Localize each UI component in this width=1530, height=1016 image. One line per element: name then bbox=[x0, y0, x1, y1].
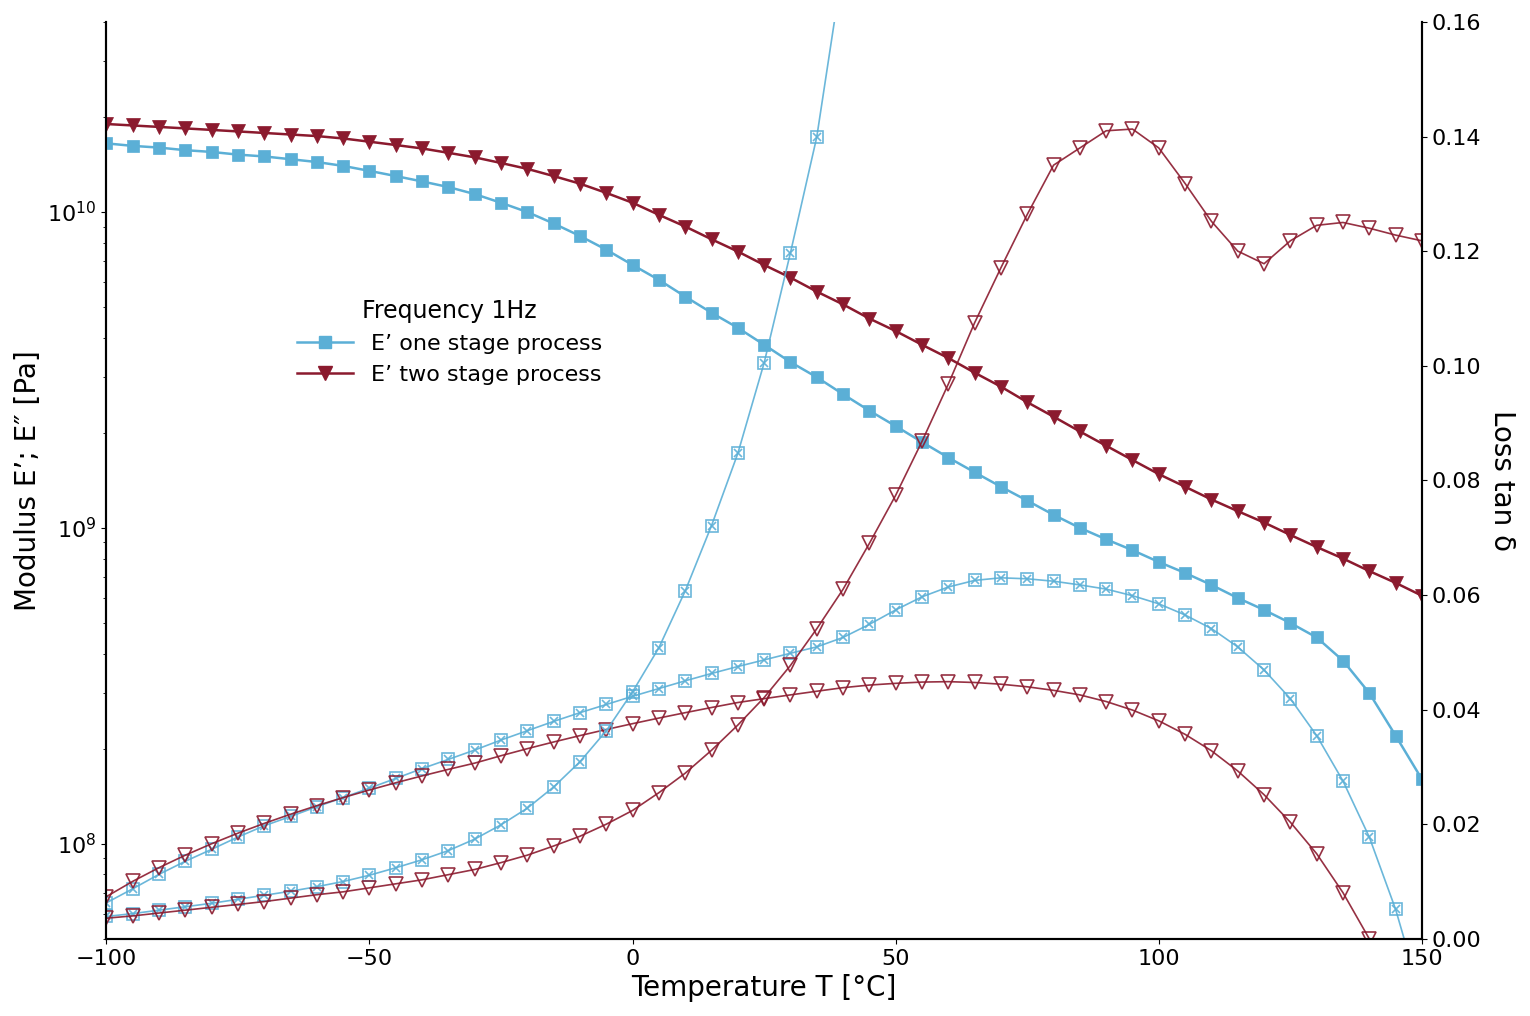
Legend: E’ one stage process, E’ two stage process: E’ one stage process, E’ two stage proce… bbox=[289, 290, 610, 394]
Y-axis label: Loss tan δ: Loss tan δ bbox=[1489, 409, 1516, 551]
X-axis label: Temperature T [°C]: Temperature T [°C] bbox=[632, 974, 897, 1002]
Y-axis label: Modulus E’; E″ [Pa]: Modulus E’; E″ [Pa] bbox=[14, 350, 41, 611]
